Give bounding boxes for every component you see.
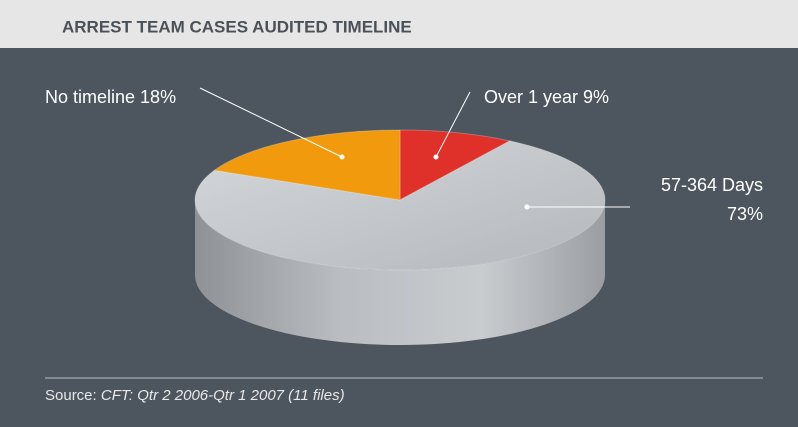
slice-side — [195, 200, 605, 345]
category-label: No timeline — [45, 87, 135, 107]
source: Source: CFT: Qtr 2 2006-Qtr 1 2007 (11 f… — [45, 387, 345, 404]
slice — [399, 129, 512, 201]
value-label: 9% — [583, 87, 609, 107]
source-label: Source: — [45, 387, 97, 404]
slice-label: No timeline 18% — [45, 87, 176, 107]
leader-line — [435, 91, 471, 158]
value-label: 73% — [727, 204, 763, 224]
header-band — [0, 0, 798, 48]
category-label: Over 1 year — [484, 87, 578, 107]
pie — [194, 129, 606, 345]
leader-dot — [339, 154, 345, 160]
slice-label: 57-364 Days 73% — [661, 175, 763, 224]
leader-dot — [433, 154, 439, 160]
slice — [213, 129, 401, 201]
slice-label: Over 1 year 9% — [484, 87, 609, 107]
value-label: 18% — [140, 87, 176, 107]
slice — [194, 140, 606, 271]
leader-dot — [524, 204, 530, 210]
chart-title: ARREST TEAM CASES AUDITED TIMELINE — [62, 17, 412, 36]
labels: Over 1 year 9% 57-364 Days 73% No timeline 18… — [45, 87, 763, 224]
leader-line — [199, 87, 343, 158]
category-label: 57-364 Days — [661, 175, 763, 195]
source-text: CFT: Qtr 2 2006-Qtr 1 2007 (11 files) — [101, 387, 345, 404]
